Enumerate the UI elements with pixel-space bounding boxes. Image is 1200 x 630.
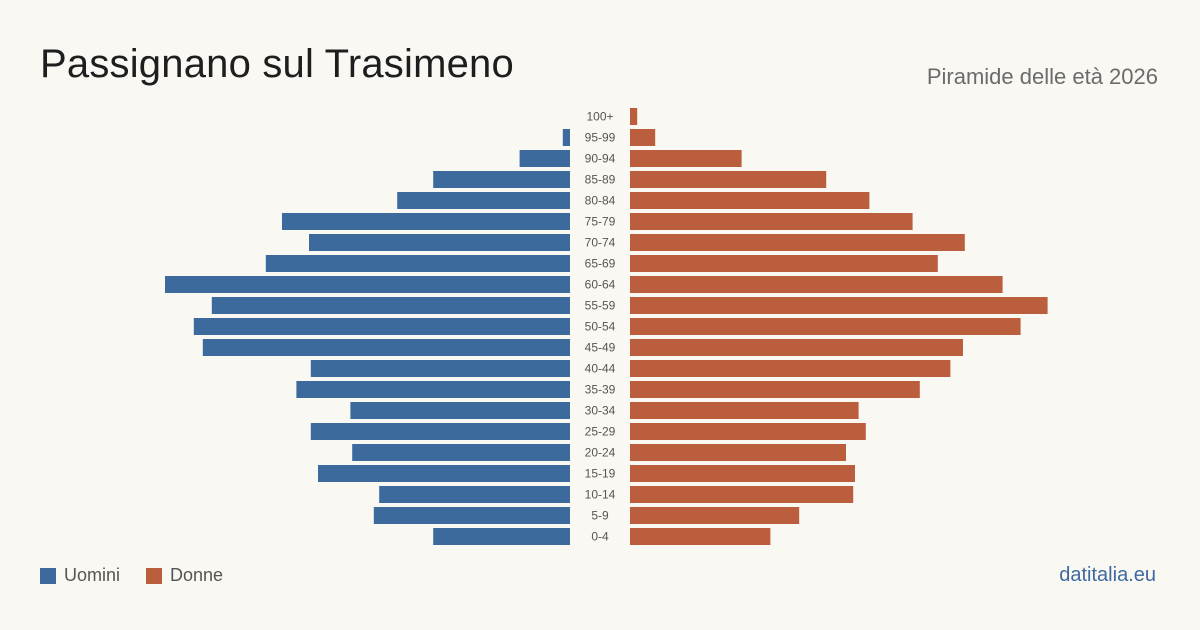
age-label-75-79: 75-79 xyxy=(585,215,616,229)
age-label-65-69: 65-69 xyxy=(585,257,616,271)
legend-swatch-women xyxy=(146,567,163,584)
bar-women-5-9 xyxy=(630,507,800,524)
bar-men-75-79 xyxy=(282,213,570,230)
bar-men-60-64 xyxy=(165,276,570,293)
bar-women-45-49 xyxy=(630,339,963,356)
age-label-40-44: 40-44 xyxy=(585,362,616,376)
bar-women-0-4 xyxy=(630,528,771,545)
bar-women-95-99 xyxy=(630,129,656,146)
bar-women-30-34 xyxy=(630,402,859,419)
age-label-10-14: 10-14 xyxy=(585,488,616,502)
age-label-20-24: 20-24 xyxy=(585,446,616,460)
age-label-90-94: 90-94 xyxy=(585,152,616,166)
legend-label-men: Uomini xyxy=(64,565,121,585)
bar-women-80-84 xyxy=(630,192,870,209)
age-label-15-19: 15-19 xyxy=(585,467,616,481)
age-label-80-84: 80-84 xyxy=(585,194,616,208)
age-label-55-59: 55-59 xyxy=(585,299,616,313)
bar-men-90-94 xyxy=(519,150,570,167)
chart-legend: Uomini Donne xyxy=(40,565,223,586)
bar-men-0-4 xyxy=(433,528,570,545)
bar-women-15-19 xyxy=(630,465,855,482)
bar-women-100+ xyxy=(630,108,638,125)
bar-men-35-39 xyxy=(296,381,570,398)
bar-women-70-74 xyxy=(630,234,965,251)
bar-men-20-24 xyxy=(352,444,570,461)
bar-men-95-99 xyxy=(562,129,570,146)
bar-men-10-14 xyxy=(379,486,570,503)
bar-women-60-64 xyxy=(630,276,1003,293)
age-label-0-4: 0-4 xyxy=(591,530,609,544)
bar-women-75-79 xyxy=(630,213,913,230)
bar-men-85-89 xyxy=(433,171,570,188)
bar-women-90-94 xyxy=(630,150,742,167)
legend-item-men: Uomini xyxy=(40,565,120,586)
bar-women-40-44 xyxy=(630,360,951,377)
bar-men-55-59 xyxy=(211,297,571,314)
age-label-25-29: 25-29 xyxy=(585,425,616,439)
bar-women-20-24 xyxy=(630,444,846,461)
bar-women-35-39 xyxy=(630,381,920,398)
bar-men-45-49 xyxy=(202,339,571,356)
bar-women-25-29 xyxy=(630,423,866,440)
bar-women-10-14 xyxy=(630,486,854,503)
bar-men-40-44 xyxy=(310,360,570,377)
bar-men-65-69 xyxy=(265,255,570,272)
bar-men-80-84 xyxy=(397,192,570,209)
age-label-60-64: 60-64 xyxy=(585,278,616,292)
age-label-35-39: 35-39 xyxy=(585,383,616,397)
age-label-45-49: 45-49 xyxy=(585,341,616,355)
legend-label-women: Donne xyxy=(170,565,224,585)
source-link[interactable]: datitalia.eu xyxy=(1059,564,1156,586)
bar-men-15-19 xyxy=(318,465,570,482)
bar-men-5-9 xyxy=(373,507,570,524)
age-label-70-74: 70-74 xyxy=(585,236,616,250)
age-label-95-99: 95-99 xyxy=(585,131,616,145)
bar-men-70-74 xyxy=(309,234,570,251)
page-title: Passignano sul Trasimeno xyxy=(40,42,514,86)
age-label-85-89: 85-89 xyxy=(585,173,616,187)
age-label-30-34: 30-34 xyxy=(585,404,616,418)
legend-swatch-men xyxy=(40,567,56,584)
chart-subtitle: Piramide delle età 2026 xyxy=(926,64,1158,89)
age-label-50-54: 50-54 xyxy=(585,320,616,334)
age-label-100+: 100+ xyxy=(586,110,613,124)
bar-women-55-59 xyxy=(630,297,1048,314)
bar-women-85-89 xyxy=(630,171,827,188)
age-label-5-9: 5-9 xyxy=(591,509,609,523)
legend-item-women: Donne xyxy=(146,565,223,586)
bar-men-30-34 xyxy=(350,402,570,419)
bar-women-50-54 xyxy=(630,318,1021,335)
bar-men-25-29 xyxy=(310,423,570,440)
bar-women-65-69 xyxy=(630,255,938,272)
bar-men-50-54 xyxy=(193,318,571,335)
